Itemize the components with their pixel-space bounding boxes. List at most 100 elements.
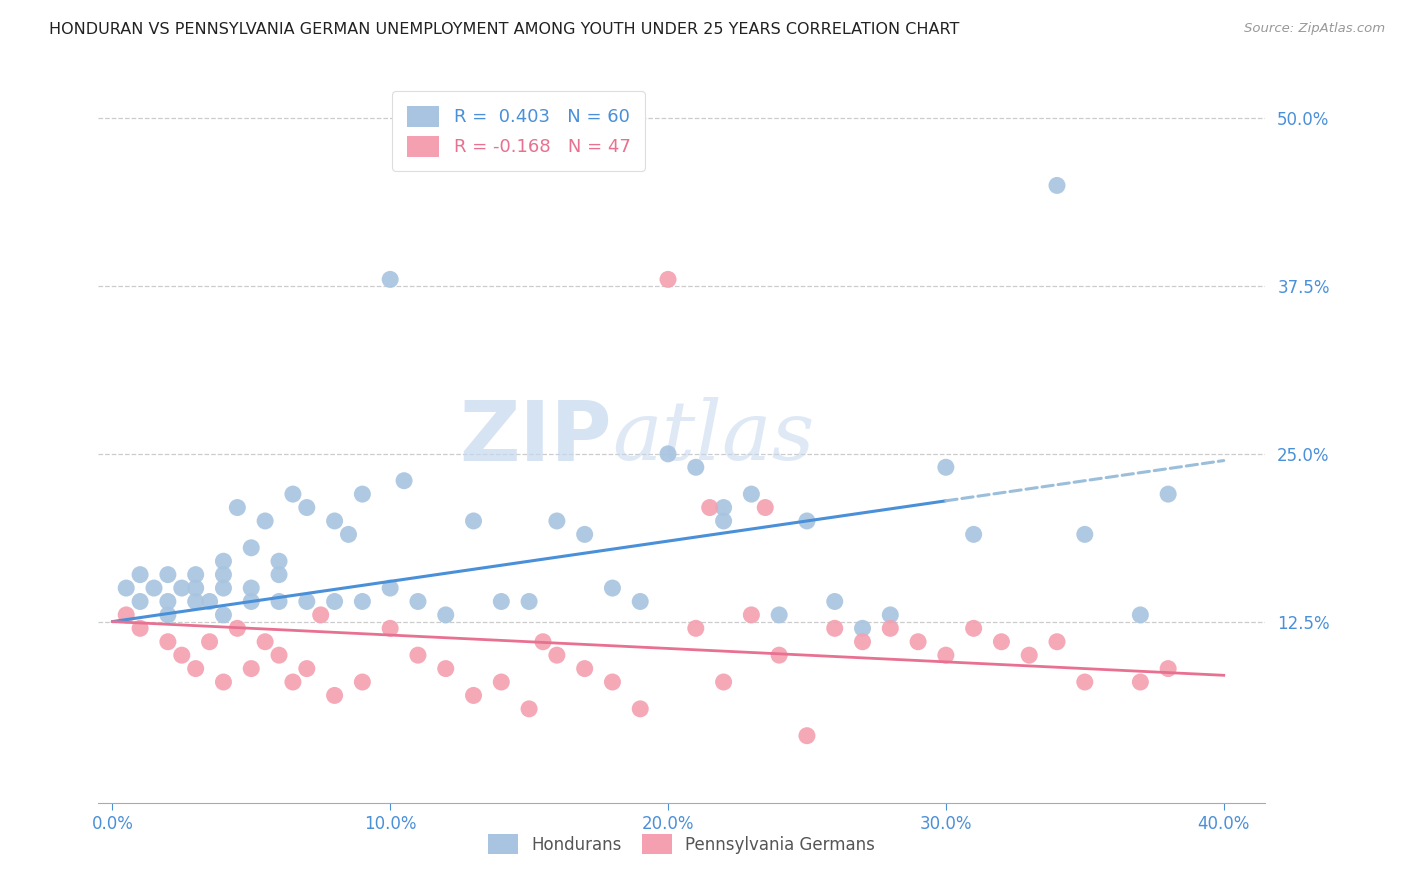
Point <box>323 689 346 703</box>
Point <box>574 527 596 541</box>
Point <box>491 594 513 608</box>
Point <box>962 527 984 541</box>
Point <box>491 675 513 690</box>
Point <box>1129 675 1152 690</box>
Point <box>1074 675 1097 690</box>
Point <box>713 514 735 528</box>
Point <box>295 594 318 608</box>
Point <box>267 567 290 582</box>
Point <box>768 648 790 662</box>
Point <box>824 621 846 635</box>
Point <box>907 634 929 648</box>
Point <box>935 460 957 475</box>
Point <box>184 567 207 582</box>
Point <box>281 675 304 690</box>
Point <box>574 662 596 676</box>
Point <box>851 634 873 648</box>
Point <box>380 272 402 286</box>
Text: atlas: atlas <box>612 397 814 477</box>
Point <box>935 648 957 662</box>
Point <box>129 621 152 635</box>
Point <box>309 607 332 622</box>
Legend: Hondurans, Pennsylvania Germans: Hondurans, Pennsylvania Germans <box>482 828 882 860</box>
Point <box>170 581 193 595</box>
Point <box>602 581 624 595</box>
Point <box>628 594 651 608</box>
Point <box>323 594 346 608</box>
Text: HONDURAN VS PENNSYLVANIA GERMAN UNEMPLOYMENT AMONG YOUTH UNDER 25 YEARS CORRELAT: HONDURAN VS PENNSYLVANIA GERMAN UNEMPLOY… <box>49 22 959 37</box>
Point <box>115 607 138 622</box>
Point <box>546 648 568 662</box>
Point <box>323 514 346 528</box>
Point <box>517 702 540 716</box>
Point <box>240 662 263 676</box>
Point <box>198 594 221 608</box>
Point <box>295 500 318 515</box>
Point <box>1129 607 1152 622</box>
Point <box>198 634 221 648</box>
Point <box>212 607 235 622</box>
Point <box>254 514 277 528</box>
Point <box>295 662 318 676</box>
Point <box>657 272 679 286</box>
Point <box>463 689 485 703</box>
Point <box>1046 634 1069 648</box>
Point <box>463 514 485 528</box>
Point <box>352 675 374 690</box>
Point <box>796 514 818 528</box>
Point <box>212 567 235 582</box>
Point <box>129 594 152 608</box>
Point <box>352 487 374 501</box>
Point <box>879 607 901 622</box>
Point <box>824 594 846 608</box>
Point <box>740 607 762 622</box>
Point <box>685 460 707 475</box>
Point <box>628 702 651 716</box>
Point <box>434 662 457 676</box>
Point <box>254 634 277 648</box>
Point <box>143 581 166 595</box>
Point <box>240 594 263 608</box>
Point <box>184 662 207 676</box>
Point <box>352 594 374 608</box>
Point <box>406 648 429 662</box>
Point <box>156 607 179 622</box>
Point <box>156 594 179 608</box>
Point <box>184 581 207 595</box>
Point <box>226 621 249 635</box>
Point <box>240 541 263 555</box>
Point <box>740 487 762 501</box>
Point <box>281 487 304 501</box>
Point <box>517 594 540 608</box>
Point <box>990 634 1012 648</box>
Point <box>1074 527 1097 541</box>
Point <box>156 567 179 582</box>
Point <box>267 594 290 608</box>
Point <box>380 581 402 595</box>
Point <box>212 581 235 595</box>
Point <box>267 648 290 662</box>
Point <box>546 514 568 528</box>
Point <box>754 500 776 515</box>
Point <box>685 621 707 635</box>
Point <box>962 621 984 635</box>
Point <box>713 500 735 515</box>
Point <box>1157 487 1180 501</box>
Point <box>170 648 193 662</box>
Point <box>657 447 679 461</box>
Point <box>212 554 235 568</box>
Point <box>184 594 207 608</box>
Point <box>1046 178 1069 193</box>
Point <box>602 675 624 690</box>
Point <box>879 621 901 635</box>
Point <box>1018 648 1040 662</box>
Point <box>406 594 429 608</box>
Point <box>768 607 790 622</box>
Point <box>713 675 735 690</box>
Point <box>1157 662 1180 676</box>
Text: Source: ZipAtlas.com: Source: ZipAtlas.com <box>1244 22 1385 36</box>
Point <box>240 581 263 595</box>
Point <box>226 500 249 515</box>
Point <box>796 729 818 743</box>
Point <box>699 500 721 515</box>
